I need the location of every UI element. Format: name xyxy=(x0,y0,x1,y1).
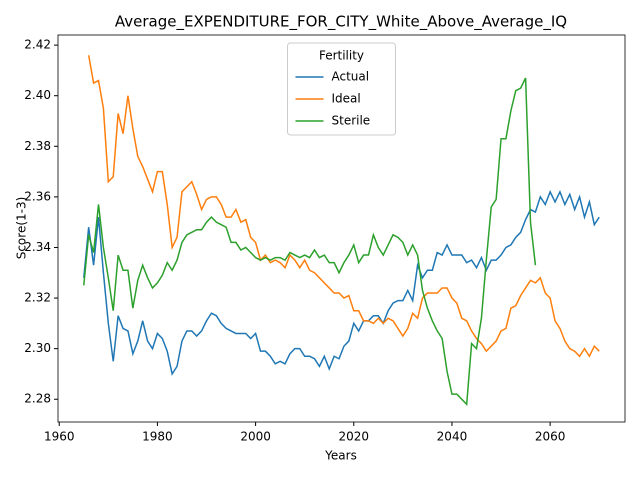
legend-label: Ideal xyxy=(332,92,361,106)
x-tick-label: 2020 xyxy=(338,430,369,444)
y-tick-label: 2.42 xyxy=(24,38,51,52)
x-tick-label: 2000 xyxy=(240,430,271,444)
x-tick-label: 2060 xyxy=(535,430,566,444)
chart-title: Average_EXPENDITURE_FOR_CITY_White_Above… xyxy=(115,13,567,32)
x-tick-label: 1980 xyxy=(142,430,173,444)
legend-title: Fertility xyxy=(319,49,364,63)
y-tick-label: 2.28 xyxy=(24,392,51,406)
plot-frame xyxy=(57,34,626,423)
y-tick-label: 2.38 xyxy=(24,139,51,153)
y-axis-label: Score(1-3) xyxy=(15,197,29,260)
x-axis-label: Years xyxy=(324,449,357,463)
legend-label: Actual xyxy=(332,70,370,84)
legend: Fertility Actual Ideal Sterile xyxy=(287,42,396,136)
y-tick-label: 2.34 xyxy=(24,240,51,254)
y-tick-label: 2.32 xyxy=(24,291,51,305)
legend-label: Sterile xyxy=(332,114,371,128)
data-line xyxy=(83,77,537,406)
data-line xyxy=(83,189,600,376)
data-line xyxy=(87,55,600,358)
legend-box xyxy=(287,42,396,136)
y-tick-label: 2.40 xyxy=(24,88,51,102)
x-tick-label: 1960 xyxy=(44,430,75,444)
y-tick-label: 2.36 xyxy=(24,189,51,203)
x-tick-label: 2040 xyxy=(437,430,468,444)
y-tick-label: 2.30 xyxy=(24,341,51,355)
